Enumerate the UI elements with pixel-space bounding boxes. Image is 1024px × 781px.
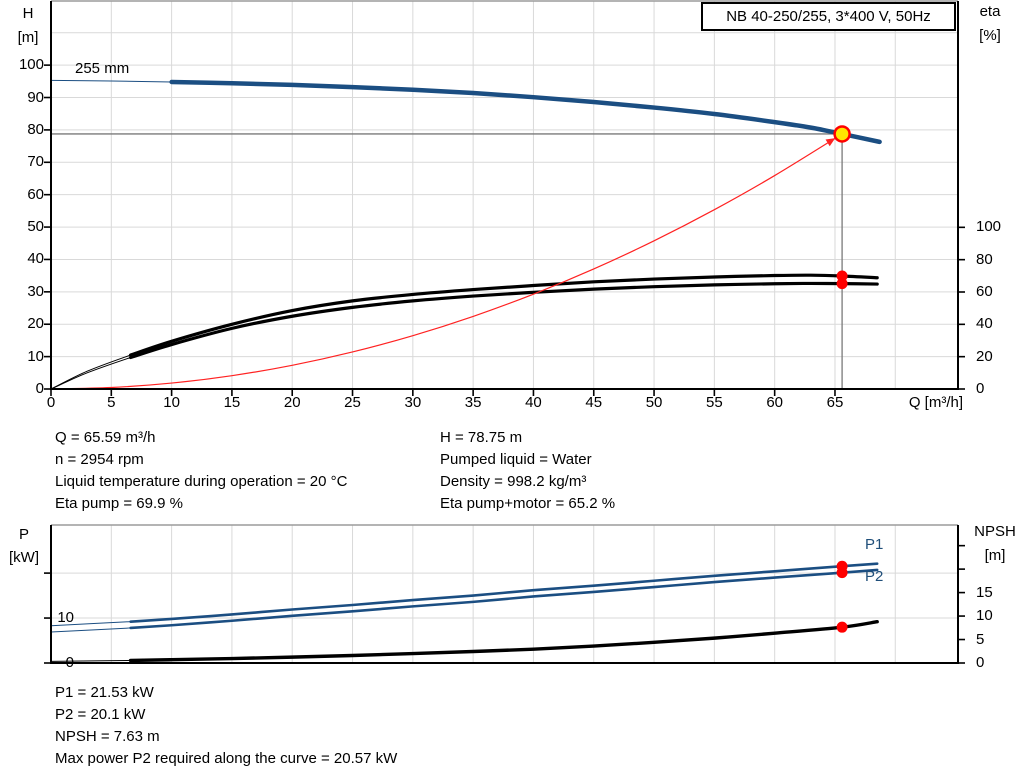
y-left-tick-label: 10: [27, 347, 44, 365]
y-right-tick-label: 100: [976, 218, 1002, 236]
y-left-tick-label: 90: [27, 88, 44, 106]
info-line-h: H = 78.75 m: [440, 429, 523, 446]
y-left-axis-title: H: [22, 5, 34, 22]
eta-pump-curve: [129, 273, 879, 357]
x-tick-label: 5: [107, 394, 116, 411]
npsh-curve: [128, 619, 879, 663]
power_npsh-chart: [44, 524, 965, 664]
info-line-eta-tot: Eta pump+motor = 65.2 %: [440, 495, 616, 512]
y-left-tick-label: 10: [57, 609, 74, 627]
p2-curve: [129, 568, 879, 630]
x-tick-label: 10: [163, 394, 180, 411]
duty-info-right: H = 78.75 m Pumped liquid = Water Densit…: [440, 427, 615, 515]
duty-point[interactable]: [833, 125, 851, 143]
eta-pump-motor-curve: [129, 281, 879, 360]
head-curve-255mm: [169, 79, 882, 145]
y-right-tick-label: 60: [976, 283, 993, 300]
y-left-tick-label: 80: [27, 120, 44, 138]
y-right-tick-label: 20: [976, 347, 993, 365]
y-left-tick-label: 70: [27, 153, 44, 171]
info-line-density: Density = 998.2 kg/m³: [440, 473, 587, 490]
pump-title-box: NB 40-250/255, 3*400 V, 50Hz: [701, 2, 956, 31]
info-line-p1: P1 = 21.53 kW: [55, 684, 154, 701]
npsh-curve-thin: [50, 621, 878, 662]
system-curve-arrow: [825, 138, 836, 147]
x-tick-label: 0: [46, 394, 56, 411]
x-tick-label: 35: [464, 394, 482, 411]
impeller-size-label: 255 mm: [75, 60, 130, 77]
npsh-axis-unit: [m]: [984, 547, 1006, 564]
y-right-tick-label: 5: [976, 630, 985, 648]
eta-pump-point: [836, 270, 848, 282]
info-line-eta: Eta pump = 69.9 %: [55, 495, 183, 512]
y-left-tick-label: 20: [27, 315, 44, 333]
y-right-tick-label: 40: [976, 315, 993, 333]
x-tick-label: 25: [344, 394, 361, 411]
info-line-p2: P2 = 20.1 kW: [55, 706, 146, 723]
y-left-tick-label: 50: [27, 218, 44, 236]
y-right-axis-unit: [%]: [979, 27, 1001, 44]
y-right-axis-title: eta: [979, 3, 1001, 20]
x-tick-label: 60: [766, 394, 783, 411]
x-tick-label: 20: [283, 394, 301, 411]
info-line-temp: Liquid temperature during operation = 20…: [55, 473, 348, 490]
p1-curve: [129, 562, 879, 623]
y-left-tick-label: 100: [18, 56, 44, 74]
info-line-q: Q = 65.59 m³/h: [55, 429, 156, 446]
eta-pump-motor-curve-thin: [50, 282, 878, 390]
system-curve: [50, 133, 843, 390]
y-right-tick-label: 10: [976, 607, 993, 625]
npsh-axis-title: NPSH: [974, 523, 1016, 540]
x-tick-label: 65: [826, 394, 844, 411]
x-tick-label: 45: [585, 394, 603, 411]
x-tick-label: 55: [706, 394, 723, 411]
info-line-n: n = 2954 rpm: [55, 451, 144, 468]
info-line-npsh: NPSH = 7.63 m: [55, 728, 160, 745]
y-left-tick-label: 60: [27, 185, 44, 203]
y-left-tick-label: 0: [35, 380, 44, 397]
x-tick-label: 50: [645, 394, 663, 411]
info-line-maxp: Max power P2 required along the curve = …: [55, 750, 398, 767]
p2-point: [836, 567, 848, 579]
x-tick-label: 30: [404, 394, 422, 411]
power-info: P1 = 21.53 kW P2 = 20.1 kW NPSH = 7.63 m…: [55, 682, 397, 770]
y-left-tick-label: 0: [65, 654, 74, 671]
y-right-tick-label: 0: [976, 380, 985, 397]
eta-pump-motor-point: [836, 278, 848, 290]
x-axis-title: Q [m³/h]: [908, 394, 963, 411]
x-tick-label: 40: [525, 394, 542, 411]
y-right-tick-label: 15: [976, 583, 993, 601]
y-right-tick-label: 0: [976, 654, 985, 671]
y-left-axis-unit: [m]: [17, 29, 39, 46]
head_efficiency-chart: [44, 0, 965, 396]
p-axis-unit: [kW]: [9, 549, 39, 566]
x-tick-label: 15: [223, 394, 241, 411]
y-left-tick-label: 30: [27, 282, 44, 300]
head-curve-255mm-thin: [50, 79, 881, 143]
p2-curve-label: P2: [865, 568, 884, 585]
y-right-tick-label: 80: [976, 250, 993, 268]
p1-curve-label: P1: [865, 536, 884, 553]
info-line-liquid: Pumped liquid = Water: [440, 451, 592, 468]
npsh-point: [836, 621, 848, 633]
y-left-tick-label: 40: [27, 250, 44, 268]
duty-info-left: Q = 65.59 m³/h n = 2954 rpm Liquid tempe…: [55, 427, 347, 515]
p-axis-title: P: [18, 526, 29, 543]
